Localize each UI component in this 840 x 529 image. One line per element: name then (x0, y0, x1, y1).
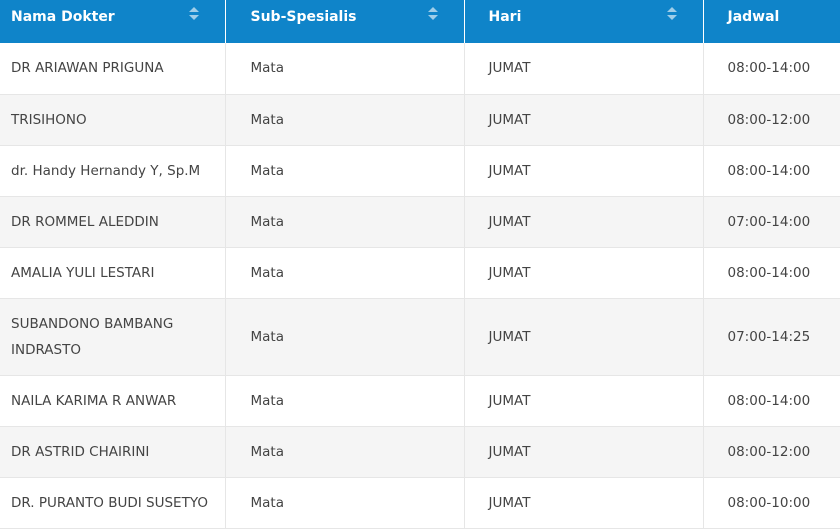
column-header-nama-dokter[interactable]: Nama Dokter (0, 0, 226, 43)
schedule-cell: 07:00-14:00 (703, 196, 840, 248)
day-cell: JUMAT (464, 145, 704, 197)
column-header-label: Nama Dokter (11, 8, 115, 25)
schedule-cell: 08:00-14:00 (703, 145, 840, 197)
table-row: NAILA KARIMA R ANWAR Mata JUMAT 08:00-14… (0, 375, 840, 427)
day-cell: JUMAT (464, 426, 704, 478)
table-row: AMALIA YULI LESTARI Mata JUMAT 08:00-14:… (0, 247, 840, 299)
sub-specialty-cell: Mata (225, 477, 465, 529)
doctor-name-cell: NAILA KARIMA R ANWAR (0, 375, 226, 427)
table-body: DR ARIAWAN PRIGUNA Mata JUMAT 08:00-14:0… (0, 43, 840, 529)
sort-icon[interactable] (188, 7, 199, 21)
sub-specialty-cell: Mata (225, 247, 465, 299)
sub-specialty-cell: Mata (225, 145, 465, 197)
table-row: DR. PURANTO BUDI SUSETYO Mata JUMAT 08:0… (0, 477, 840, 529)
sort-icon[interactable] (427, 7, 438, 21)
sub-specialty-cell: Mata (225, 196, 465, 248)
column-header-label: Hari (488, 8, 522, 25)
sub-specialty-cell: Mata (225, 426, 465, 478)
doctor-name-cell: DR. PURANTO BUDI SUSETYO (0, 477, 226, 529)
table-row: DR ASTRID CHAIRINI Mata JUMAT 08:00-12:0… (0, 426, 840, 478)
doctor-name-cell: SUBANDONO BAMBANG INDRASTO (0, 298, 226, 376)
column-header-label: Jadwal (727, 8, 780, 25)
column-header-sub-spesialis[interactable]: Sub-Spesialis (225, 0, 465, 43)
schedule-cell: 08:00-14:00 (703, 375, 840, 427)
day-cell: JUMAT (464, 43, 704, 95)
sub-specialty-cell: Mata (225, 94, 465, 146)
sub-specialty-cell: Mata (225, 43, 465, 95)
table-header: Nama Dokter Sub-Spesialis Hari Jadwal (0, 0, 840, 43)
schedule-cell: 07:00-14:25 (703, 298, 840, 376)
sort-icon[interactable] (666, 7, 677, 21)
schedule-cell: 08:00-12:00 (703, 94, 840, 146)
schedule-cell: 08:00-14:00 (703, 43, 840, 95)
day-cell: JUMAT (464, 375, 704, 427)
column-header-hari[interactable]: Hari (464, 0, 704, 43)
table-row: DR ARIAWAN PRIGUNA Mata JUMAT 08:00-14:0… (0, 43, 840, 95)
column-header-label: Sub-Spesialis (250, 8, 357, 25)
doctor-name-cell: DR ROMMEL ALEDDIN (0, 196, 226, 248)
table-row: dr. Handy Hernandy Y, Sp.M Mata JUMAT 08… (0, 145, 840, 197)
day-cell: JUMAT (464, 94, 704, 146)
doctor-name-cell: DR ARIAWAN PRIGUNA (0, 43, 226, 95)
schedule-cell: 08:00-10:00 (703, 477, 840, 529)
table-row: TRISIHONO Mata JUMAT 08:00-12:00 (0, 94, 840, 146)
day-cell: JUMAT (464, 196, 704, 248)
doctor-name-cell: TRISIHONO (0, 94, 226, 146)
table-row: SUBANDONO BAMBANG INDRASTO Mata JUMAT 07… (0, 298, 840, 376)
schedule-cell: 08:00-12:00 (703, 426, 840, 478)
header-row: Nama Dokter Sub-Spesialis Hari Jadwal (0, 0, 840, 43)
schedule-cell: 08:00-14:00 (703, 247, 840, 299)
table-row: DR ROMMEL ALEDDIN Mata JUMAT 07:00-14:00 (0, 196, 840, 248)
day-cell: JUMAT (464, 477, 704, 529)
doctor-name-cell: AMALIA YULI LESTARI (0, 247, 226, 299)
doctor-name-cell: DR ASTRID CHAIRINI (0, 426, 226, 478)
sub-specialty-cell: Mata (225, 298, 465, 376)
day-cell: JUMAT (464, 298, 704, 376)
column-header-jadwal: Jadwal (703, 0, 840, 43)
sub-specialty-cell: Mata (225, 375, 465, 427)
doctor-name-cell: dr. Handy Hernandy Y, Sp.M (0, 145, 226, 197)
day-cell: JUMAT (464, 247, 704, 299)
